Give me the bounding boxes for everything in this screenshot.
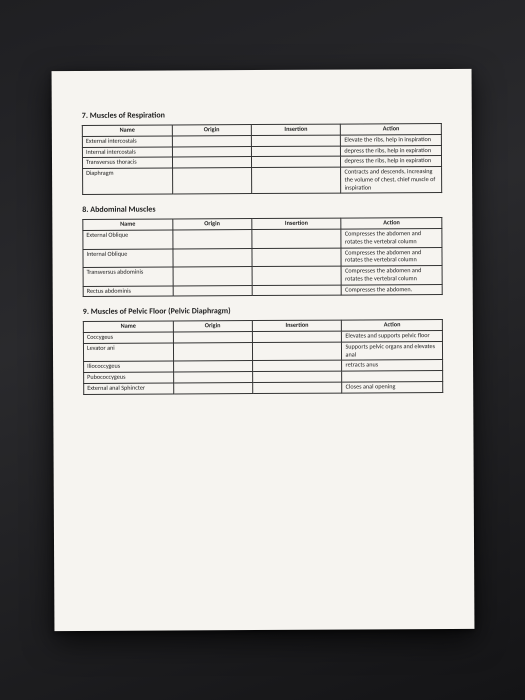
cell-insertion <box>251 266 341 285</box>
cell-name: Transversus abdominis <box>83 267 173 286</box>
cell-action: Compresses the abdomen and rotates the v… <box>341 266 442 285</box>
cell-name: Internal intercostals <box>82 146 172 157</box>
cell-insertion <box>251 248 341 267</box>
col-insertion: Insertion <box>251 218 341 229</box>
cell-insertion <box>251 229 341 248</box>
cell-insertion <box>252 331 342 342</box>
worksheet-page: 7. Muscles of Respiration Name Origin In… <box>51 69 474 631</box>
cell-insertion <box>252 371 342 382</box>
table-row: Levator ani Supports pelvic organs and e… <box>83 341 442 361</box>
cell-name: External intercostals <box>82 136 172 147</box>
table-respiration: Name Origin Insertion Action External in… <box>81 123 441 195</box>
cell-origin <box>172 168 251 195</box>
cell-name: Transversus thoracis <box>82 157 172 168</box>
cell-origin <box>173 332 252 343</box>
cell-insertion <box>251 285 341 296</box>
table-row: External Oblique Compresses the abdomen … <box>82 229 441 249</box>
cell-name: Internal Oblique <box>82 248 172 267</box>
table-pelvic-floor: Name Origin Insertion Action Coccygeus E… <box>82 319 442 394</box>
cell-origin <box>172 157 251 168</box>
cell-action <box>342 371 443 382</box>
table-row: Internal Oblique Compresses the abdomen … <box>82 247 441 267</box>
table-abdominal: Name Origin Insertion Action External Ob… <box>82 217 442 297</box>
cell-origin <box>172 230 251 249</box>
cell-action: retracts anus <box>342 360 443 371</box>
cell-action: depress the ribs, help in expiration <box>340 156 441 167</box>
cell-origin <box>172 285 251 296</box>
cell-origin <box>172 267 251 286</box>
cell-origin <box>172 248 251 267</box>
cell-name: Iliococcygeus <box>83 361 173 372</box>
cell-insertion <box>252 382 342 393</box>
col-name: Name <box>82 219 172 230</box>
desk-surface: 7. Muscles of Respiration Name Origin In… <box>0 0 525 700</box>
col-name: Name <box>82 125 172 136</box>
cell-origin <box>173 372 252 383</box>
cell-insertion <box>251 146 341 157</box>
cell-action: Closes anal opening <box>342 381 443 392</box>
cell-action: Contracts and descends, increasing the v… <box>341 167 442 194</box>
cell-origin <box>173 361 252 372</box>
cell-insertion <box>252 360 342 371</box>
col-action: Action <box>340 124 441 135</box>
table-row: Diaphragm Contracts and descends, increa… <box>82 167 441 195</box>
cell-name: Levator ani <box>83 343 173 362</box>
col-origin: Origin <box>172 219 251 230</box>
cell-action: Elevate the ribs, help in inspiration <box>340 134 441 145</box>
cell-name: Diaphragm <box>82 168 172 195</box>
cell-origin <box>172 135 251 146</box>
cell-origin <box>173 342 252 361</box>
col-action: Action <box>341 320 442 331</box>
table-row: External anal Sphincter Closes anal open… <box>83 381 442 394</box>
section-title-7: 7. Muscles of Respiration <box>81 109 441 121</box>
cell-origin <box>173 382 252 393</box>
cell-name: Coccygeus <box>83 332 173 343</box>
cell-action: Compresses the abdomen and rotates the v… <box>341 247 442 266</box>
cell-name: Rectus abdominis <box>83 285 173 296</box>
cell-insertion <box>251 135 341 146</box>
cell-origin <box>172 146 251 157</box>
cell-action: Compresses the abdomen and rotates the v… <box>341 229 442 248</box>
cell-name: External anal Sphincter <box>83 383 173 394</box>
cell-insertion <box>251 156 341 167</box>
col-name: Name <box>83 321 173 332</box>
cell-action: Compresses the abdomen. <box>341 284 442 295</box>
table-row: Transversus abdominis Compresses the abd… <box>83 266 442 286</box>
col-insertion: Insertion <box>251 124 341 135</box>
section-title-9: 9. Muscles of Pelvic Floor (Pelvic Diaph… <box>82 305 442 317</box>
cell-action: Supports pelvic organs and elevates anal <box>341 341 442 360</box>
col-origin: Origin <box>173 321 252 332</box>
cell-insertion <box>251 167 341 194</box>
cell-insertion <box>252 342 342 361</box>
table-row: Rectus abdominis Compresses the abdomen. <box>83 284 442 297</box>
section-title-8: 8. Abdominal Muscles <box>82 203 442 215</box>
cell-action: depress the ribs, help in expiration <box>340 145 441 156</box>
col-action: Action <box>341 218 442 229</box>
cell-name: Pubococcygeus <box>83 372 173 383</box>
cell-action: Elevates and supports pelvic floor <box>341 331 442 342</box>
col-origin: Origin <box>172 125 251 136</box>
cell-name: External Oblique <box>82 230 172 249</box>
col-insertion: Insertion <box>252 320 342 331</box>
